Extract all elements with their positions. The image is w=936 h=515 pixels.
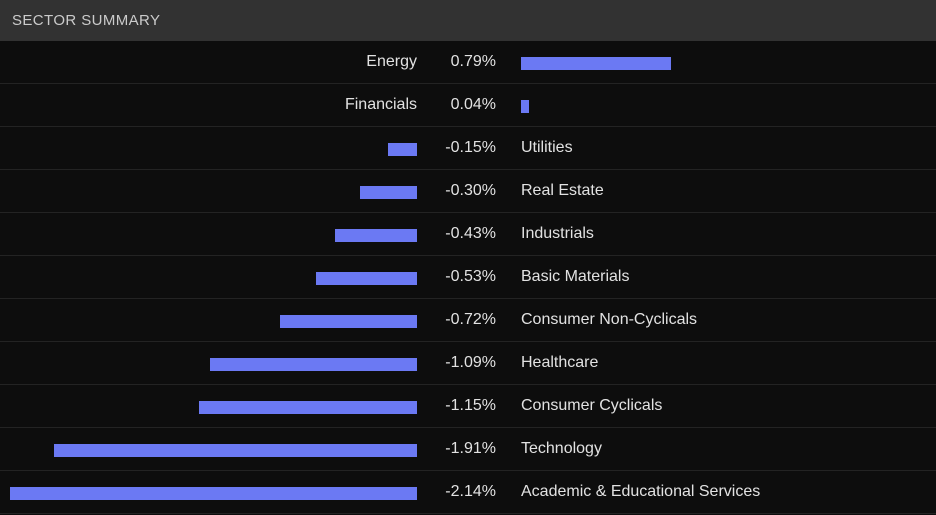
sector-bar bbox=[521, 100, 529, 113]
sector-value: -2.14% bbox=[445, 483, 496, 500]
sector-label: Consumer Non-Cyclicals bbox=[521, 311, 698, 328]
panel-title: SECTOR SUMMARY bbox=[0, 0, 936, 41]
sector-row[interactable]: Financials 0.04% bbox=[0, 84, 936, 127]
sector-label: Consumer Cyclicals bbox=[521, 397, 663, 414]
sector-label: Technology bbox=[521, 440, 602, 457]
sector-row[interactable]: Industrials -0.43% bbox=[0, 213, 936, 256]
sector-value: 0.04% bbox=[450, 96, 496, 113]
sector-bar bbox=[10, 487, 417, 500]
sector-bar bbox=[316, 272, 417, 285]
sector-label: Real Estate bbox=[521, 182, 604, 199]
sector-value: -0.43% bbox=[445, 225, 496, 242]
sector-label: Industrials bbox=[521, 225, 594, 242]
sector-row[interactable]: Technology -1.91% bbox=[0, 428, 936, 471]
sector-label: Utilities bbox=[521, 139, 573, 156]
sector-value: -1.15% bbox=[445, 397, 496, 414]
sector-row[interactable]: Basic Materials -0.53% bbox=[0, 256, 936, 299]
sector-bar bbox=[54, 444, 417, 457]
sector-value: 0.79% bbox=[450, 53, 496, 70]
sector-label: Financials bbox=[344, 96, 417, 113]
sector-bar bbox=[360, 186, 417, 199]
sector-value: -0.15% bbox=[445, 139, 496, 156]
sector-bar bbox=[280, 315, 417, 328]
sector-value: -0.30% bbox=[445, 182, 496, 199]
sector-value: -0.53% bbox=[445, 268, 496, 285]
sector-value: -1.09% bbox=[445, 354, 496, 371]
sector-row[interactable]: Utilities -0.15% bbox=[0, 127, 936, 170]
sector-bar bbox=[521, 57, 671, 70]
sector-row[interactable]: Consumer Cyclicals -1.15% bbox=[0, 385, 936, 428]
sector-bar bbox=[210, 358, 417, 371]
sector-label: Energy bbox=[366, 53, 417, 70]
sector-bar bbox=[388, 143, 417, 156]
sector-bar bbox=[199, 401, 417, 414]
sector-row[interactable]: Energy 0.79% bbox=[0, 41, 936, 84]
sector-list: Energy 0.79% Financials 0.04% Utilities … bbox=[0, 41, 936, 514]
sector-row[interactable]: Consumer Non-Cyclicals -0.72% bbox=[0, 299, 936, 342]
sector-label: Academic & Educational Services bbox=[521, 483, 761, 500]
sector-row[interactable]: Real Estate -0.30% bbox=[0, 170, 936, 213]
sector-row[interactable]: Academic & Educational Services -2.14% bbox=[0, 471, 936, 514]
sector-row[interactable]: Healthcare -1.09% bbox=[0, 342, 936, 385]
sector-value: -0.72% bbox=[445, 311, 496, 328]
sector-value: -1.91% bbox=[445, 440, 496, 457]
sector-bar bbox=[335, 229, 417, 242]
sector-label: Basic Materials bbox=[521, 268, 630, 285]
sector-label: Healthcare bbox=[521, 354, 599, 371]
